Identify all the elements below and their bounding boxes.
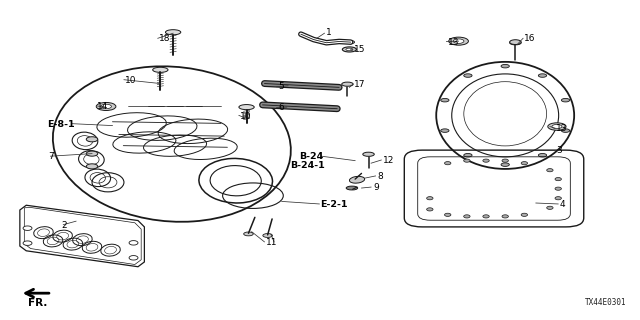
Ellipse shape xyxy=(23,241,32,245)
Ellipse shape xyxy=(427,208,433,211)
Ellipse shape xyxy=(464,159,470,162)
Text: E-8-1: E-8-1 xyxy=(47,120,74,129)
Ellipse shape xyxy=(548,123,566,130)
Ellipse shape xyxy=(307,106,316,109)
Text: E-2-1: E-2-1 xyxy=(320,200,348,209)
Text: 10: 10 xyxy=(125,76,137,85)
Ellipse shape xyxy=(552,124,562,129)
Ellipse shape xyxy=(502,159,508,162)
Ellipse shape xyxy=(153,67,168,72)
Text: 13: 13 xyxy=(448,38,460,47)
Text: FR.: FR. xyxy=(28,298,47,308)
Ellipse shape xyxy=(561,129,570,132)
Ellipse shape xyxy=(262,103,271,107)
Ellipse shape xyxy=(464,74,472,77)
Text: 15: 15 xyxy=(354,45,365,54)
Text: 5: 5 xyxy=(278,82,284,91)
Ellipse shape xyxy=(521,162,527,165)
Ellipse shape xyxy=(129,241,138,245)
Text: 11: 11 xyxy=(266,238,277,247)
Ellipse shape xyxy=(330,107,338,110)
Text: 7: 7 xyxy=(49,152,54,161)
Ellipse shape xyxy=(86,151,98,156)
Ellipse shape xyxy=(264,82,273,85)
Ellipse shape xyxy=(464,215,470,218)
Ellipse shape xyxy=(96,102,116,110)
Ellipse shape xyxy=(538,154,547,157)
Ellipse shape xyxy=(363,152,374,156)
Text: 3: 3 xyxy=(556,146,562,155)
Text: 17: 17 xyxy=(354,80,365,89)
Text: 18: 18 xyxy=(159,35,171,44)
Ellipse shape xyxy=(166,30,180,35)
Ellipse shape xyxy=(453,39,464,44)
Ellipse shape xyxy=(561,99,570,102)
Text: 16: 16 xyxy=(524,34,536,43)
Ellipse shape xyxy=(427,197,433,200)
Ellipse shape xyxy=(441,129,449,132)
Text: TX44E0301: TX44E0301 xyxy=(585,298,627,307)
Ellipse shape xyxy=(23,226,32,230)
Text: 4: 4 xyxy=(559,200,565,209)
FancyArrowPatch shape xyxy=(26,289,49,297)
Ellipse shape xyxy=(483,159,489,162)
Text: 9: 9 xyxy=(373,183,379,192)
Ellipse shape xyxy=(538,74,547,77)
Text: 2: 2 xyxy=(61,221,67,230)
Ellipse shape xyxy=(287,83,295,86)
Text: 12: 12 xyxy=(383,156,394,165)
Text: 13: 13 xyxy=(556,124,568,133)
Ellipse shape xyxy=(342,47,356,52)
Text: 6: 6 xyxy=(278,103,284,112)
Ellipse shape xyxy=(349,176,365,183)
Text: B-24: B-24 xyxy=(300,152,324,161)
Ellipse shape xyxy=(309,84,317,88)
Text: 14: 14 xyxy=(97,102,108,111)
Ellipse shape xyxy=(445,162,451,165)
Text: 1: 1 xyxy=(326,28,332,37)
Ellipse shape xyxy=(346,48,353,51)
Ellipse shape xyxy=(509,41,521,45)
Ellipse shape xyxy=(86,137,98,142)
Ellipse shape xyxy=(555,197,561,200)
Ellipse shape xyxy=(332,85,340,89)
Ellipse shape xyxy=(521,213,527,216)
Ellipse shape xyxy=(100,104,111,109)
Ellipse shape xyxy=(547,169,553,172)
Ellipse shape xyxy=(501,64,509,68)
Ellipse shape xyxy=(449,37,468,45)
Ellipse shape xyxy=(483,215,489,218)
Ellipse shape xyxy=(346,186,358,190)
Ellipse shape xyxy=(441,99,449,102)
Ellipse shape xyxy=(509,40,521,44)
Text: 10: 10 xyxy=(240,112,252,121)
Ellipse shape xyxy=(555,178,561,181)
Ellipse shape xyxy=(547,206,553,209)
Ellipse shape xyxy=(239,105,254,110)
Text: B-24-1: B-24-1 xyxy=(291,161,325,170)
Ellipse shape xyxy=(263,234,273,237)
Ellipse shape xyxy=(342,82,353,86)
Ellipse shape xyxy=(501,163,509,166)
Ellipse shape xyxy=(555,187,561,190)
Ellipse shape xyxy=(347,41,355,44)
Ellipse shape xyxy=(464,154,472,157)
Ellipse shape xyxy=(86,164,98,169)
Ellipse shape xyxy=(244,232,253,236)
Text: 8: 8 xyxy=(378,172,383,181)
Ellipse shape xyxy=(445,213,451,216)
Ellipse shape xyxy=(129,256,138,260)
Ellipse shape xyxy=(285,105,293,108)
Ellipse shape xyxy=(502,215,508,218)
